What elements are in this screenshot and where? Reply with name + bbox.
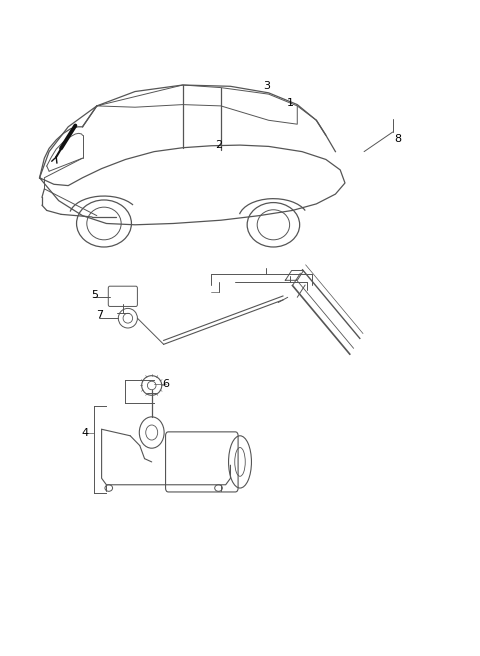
Text: 5: 5: [91, 291, 98, 300]
Text: 4: 4: [81, 428, 88, 438]
Text: 2: 2: [215, 140, 222, 150]
Text: 7: 7: [96, 310, 103, 320]
Text: 6: 6: [163, 379, 169, 388]
Text: 1: 1: [287, 98, 294, 108]
Text: 8: 8: [394, 134, 401, 144]
Text: 3: 3: [263, 81, 270, 91]
